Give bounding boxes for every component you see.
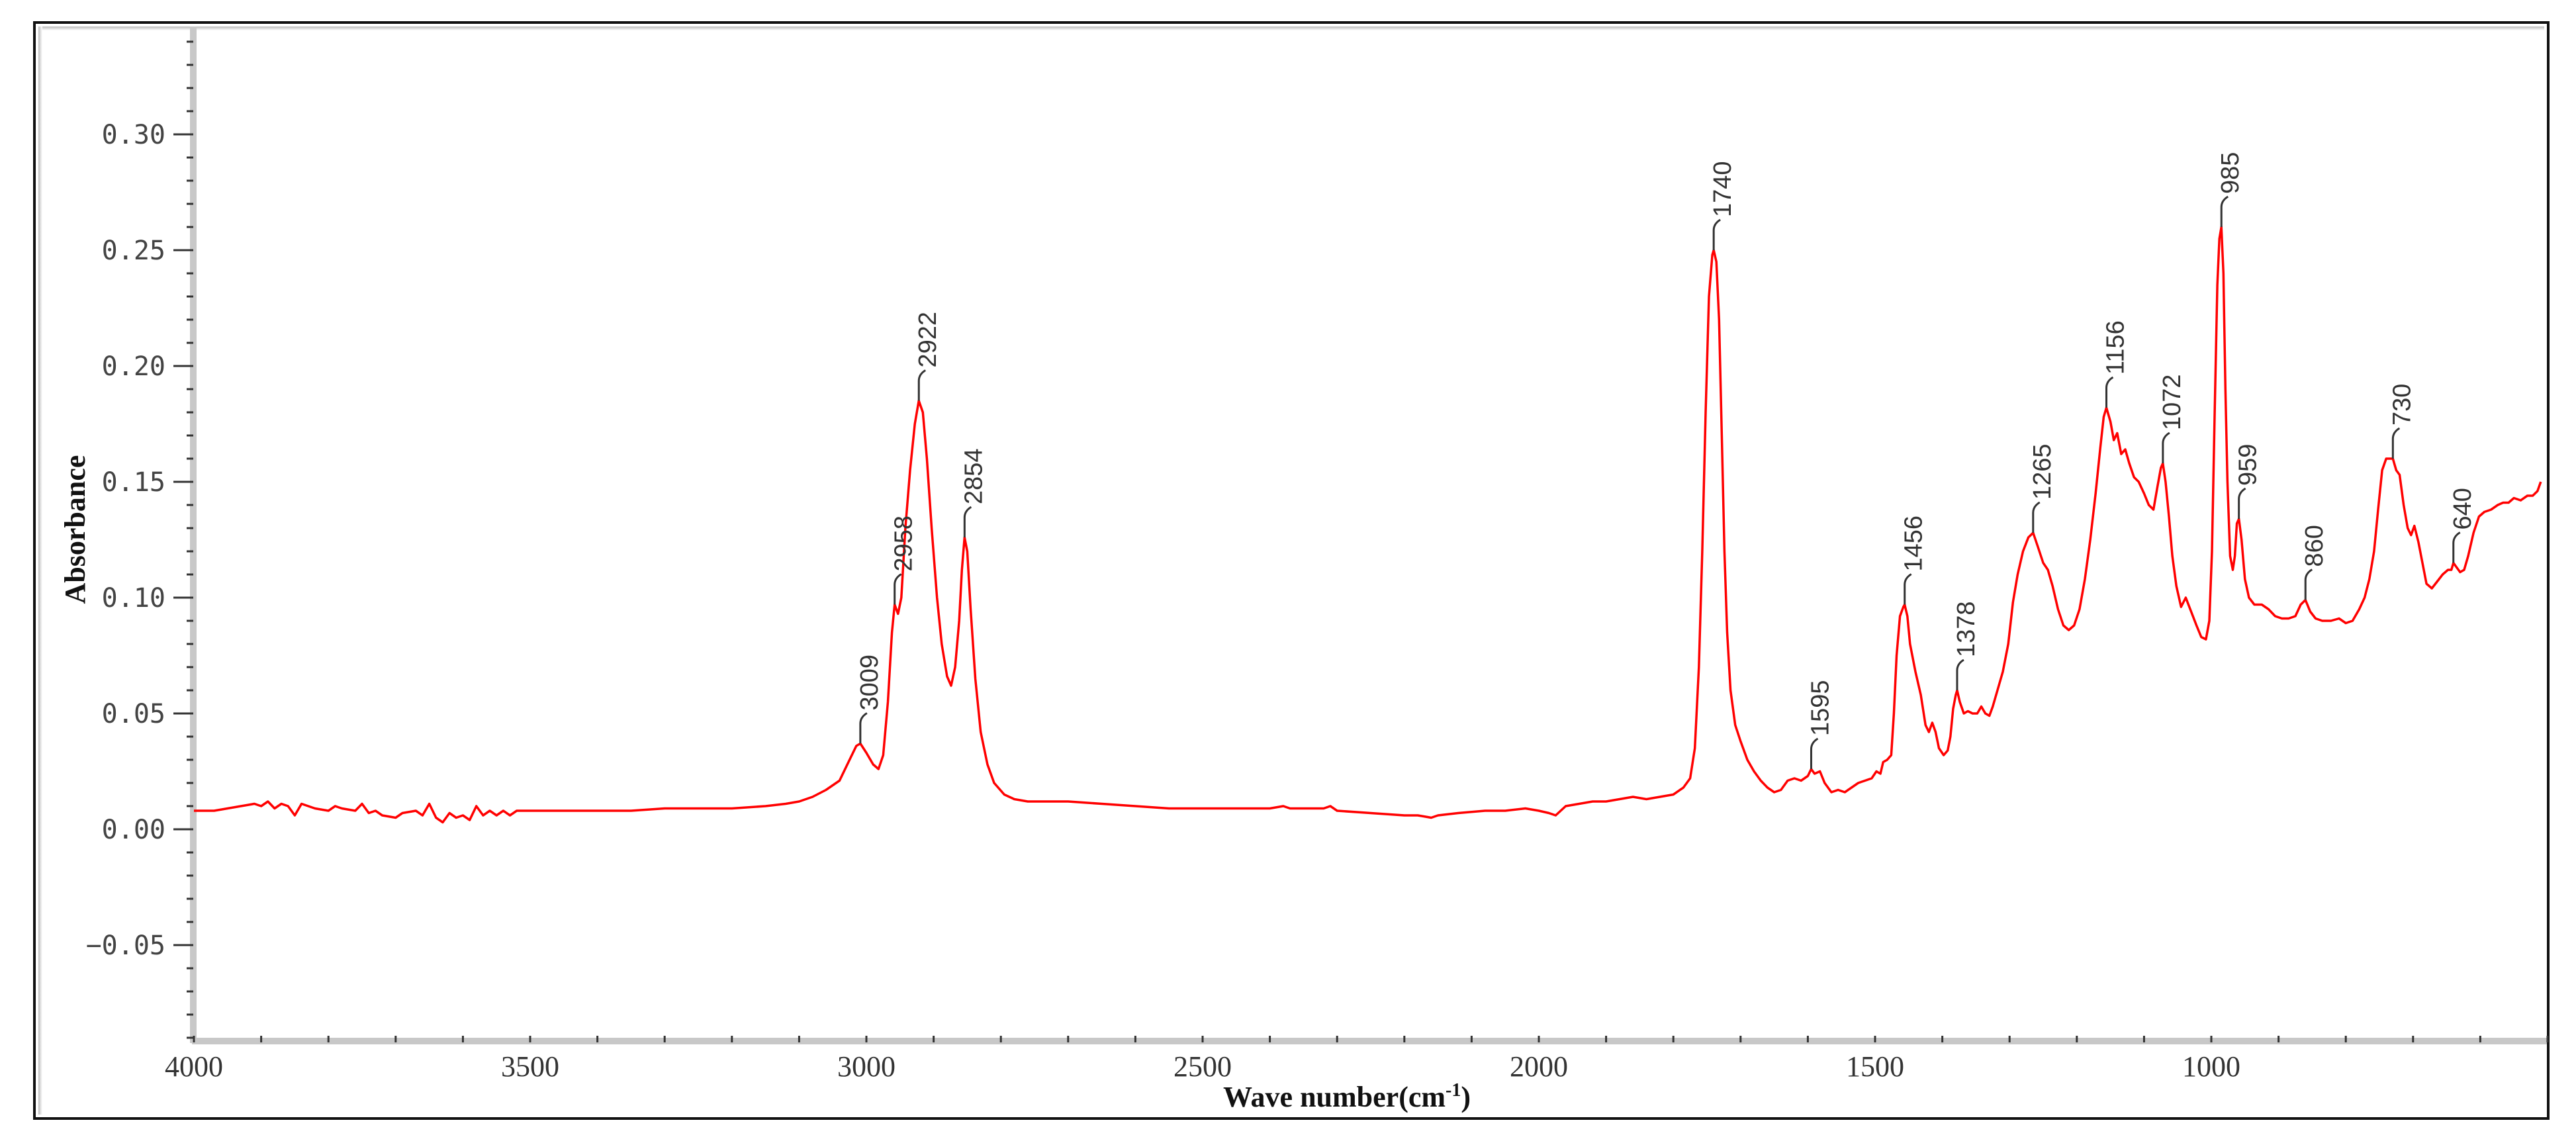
peak-marker-line xyxy=(2162,432,2170,463)
peak-annotations: 3009 2958 2922 2854 1740 1595 1456 1378 1265 1156… xyxy=(856,152,2477,769)
y-axis-title: Absorbance xyxy=(59,455,91,604)
peak-annotation: 1378 xyxy=(1953,601,1980,690)
x-axis-title: Wave number(cm-1) xyxy=(1223,1080,1471,1113)
x-tick-label: 1000 xyxy=(2182,1050,2240,1083)
peak-marker-line xyxy=(963,506,972,537)
x-tick-label: 1500 xyxy=(1846,1050,1904,1083)
peak-marker-line xyxy=(2391,427,2401,459)
peak-label: 2958 xyxy=(890,516,918,572)
y-tick-label: 0.20 xyxy=(102,351,165,382)
peak-marker-line xyxy=(2032,501,2041,533)
peak-label: 959 xyxy=(2234,444,2262,486)
peak-marker-line xyxy=(2105,376,2114,408)
peak-label: 985 xyxy=(2217,152,2244,194)
y-tick-label: 0.25 xyxy=(102,236,165,266)
peak-marker-line xyxy=(859,712,868,744)
peak-label: 730 xyxy=(2388,384,2416,426)
peak-annotation: 1595 xyxy=(1806,680,1834,769)
y-axis-line xyxy=(190,26,197,1043)
x-tick-label: 2500 xyxy=(1173,1050,1232,1083)
peak-annotation: 2922 xyxy=(914,312,942,401)
peak-label: 1456 xyxy=(1900,516,1928,572)
y-axis-ticks: −0.05 0.00 0.05 0.10 0.15 0.20 0.25 0.30 xyxy=(86,40,193,1039)
x-tick-label: 2000 xyxy=(1510,1050,1568,1083)
x-tick-label: 3500 xyxy=(501,1050,559,1083)
peak-annotation: 1156 xyxy=(2102,320,2130,408)
peak-annotation: 2958 xyxy=(890,516,918,605)
peak-label: 2922 xyxy=(914,312,942,368)
x-tick-label: 3000 xyxy=(837,1050,896,1083)
peak-marker-line xyxy=(2304,569,2313,600)
peak-label: 1072 xyxy=(2158,374,2186,430)
peak-label: 1740 xyxy=(1709,161,1737,217)
y-tick-label: 0.05 xyxy=(102,699,165,729)
peak-marker-line xyxy=(2238,487,2246,519)
peak-annotation: 860 xyxy=(2301,525,2328,600)
x-tick-label: 4000 xyxy=(165,1050,223,1083)
y-tick-label: 0.00 xyxy=(102,815,165,845)
peak-label: 1378 xyxy=(1953,601,1980,657)
peak-marker-line xyxy=(917,369,927,401)
peak-annotation: 985 xyxy=(2217,152,2244,227)
peak-annotation: 3009 xyxy=(856,655,884,744)
peak-marker-line xyxy=(1956,659,1964,690)
peak-label: 860 xyxy=(2301,525,2328,567)
x-axis-ticks: 4000 3500 3000 2500 2000 1500 1000 xyxy=(165,1036,2549,1083)
peak-marker-line xyxy=(894,573,902,605)
x-axis-line xyxy=(192,1038,2547,1044)
peak-marker-line xyxy=(2452,531,2461,563)
y-tick-label: 0.30 xyxy=(102,120,165,150)
peak-label: 1156 xyxy=(2102,320,2130,375)
peak-marker-line xyxy=(1712,218,1721,250)
peak-annotation: 2854 xyxy=(960,448,988,537)
y-tick-label: 0.10 xyxy=(102,583,165,614)
peak-label: 1265 xyxy=(2029,443,2056,500)
peak-label: 1595 xyxy=(1806,680,1834,736)
y-tick-label: 0.15 xyxy=(102,467,165,498)
peak-annotation: 1072 xyxy=(2158,374,2186,463)
peak-annotation: 959 xyxy=(2234,444,2262,519)
peak-annotation: 1265 xyxy=(2029,443,2056,533)
peak-annotation: 1456 xyxy=(1900,516,1928,605)
spectrum-line xyxy=(194,226,2542,824)
peak-marker-line xyxy=(1810,737,1819,769)
peak-label: 2854 xyxy=(960,448,988,504)
peak-annotation: 1740 xyxy=(1709,161,1737,250)
chart-frame xyxy=(33,21,2550,1120)
peak-annotation: 730 xyxy=(2388,384,2416,459)
peak-label: 3009 xyxy=(856,655,884,711)
peak-marker-line xyxy=(2220,195,2229,227)
peak-annotation: 640 xyxy=(2449,488,2477,563)
peak-label: 640 xyxy=(2449,488,2477,529)
y-tick-label: −0.05 xyxy=(86,931,165,961)
peak-marker-line xyxy=(1904,573,1912,605)
